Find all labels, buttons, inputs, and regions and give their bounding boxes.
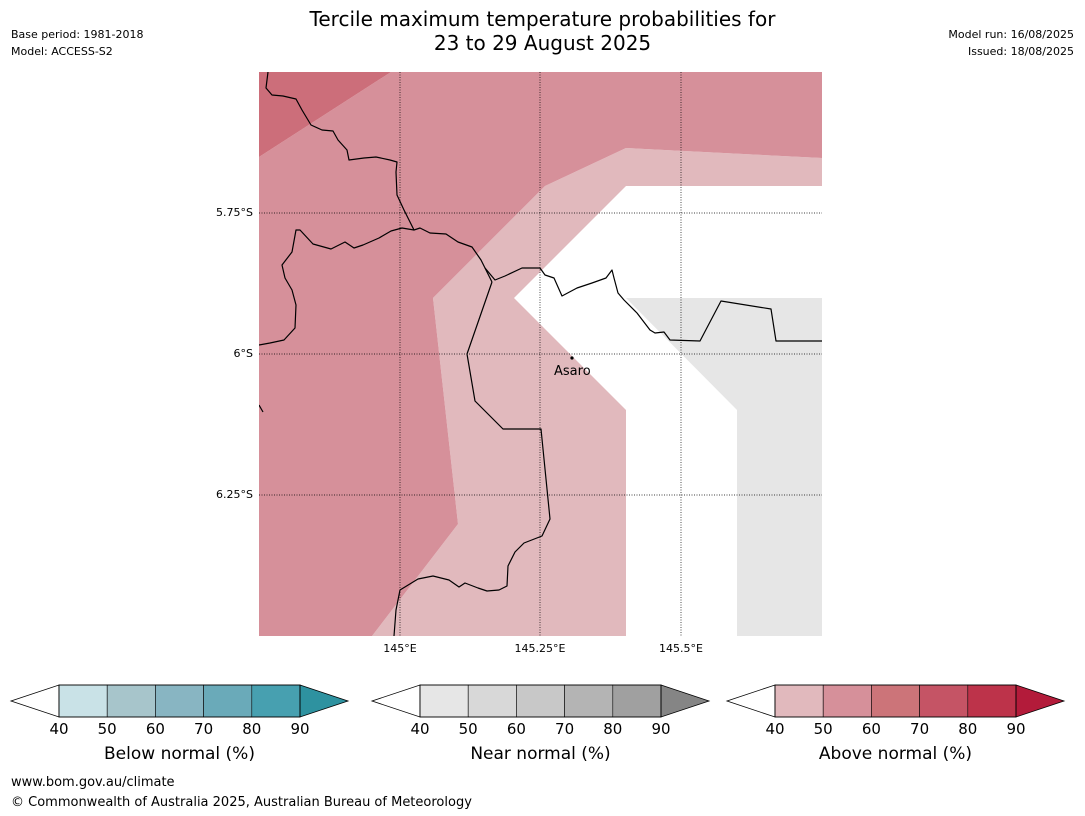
below-normal-colorbar-low-arrow [9,684,60,718]
lon-label-2: 145.25°E [514,642,566,655]
above-normal-tick-label: 70 [910,720,930,738]
near-normal-colorbar-outline [419,684,662,718]
above-normal-60-70-region [259,72,391,157]
map-title-line-1: Tercile maximum temperature probabilitie… [309,7,776,31]
below-normal-tick-label: 90 [290,720,310,738]
below-normal-tick-label: 70 [194,720,214,738]
map-gridlines [259,72,822,636]
footer-url[interactable]: www.bom.gov.au/climate [11,775,175,790]
above-normal-colorbar-segment [822,684,872,718]
near-normal-tick-label: 40 [410,720,430,738]
map-title-line-2: 23 to 29 August 2025 [433,31,652,55]
province-boundaries [259,72,822,636]
below-normal-tick-label: 40 [49,720,69,738]
below-normal-colorbar-title: Below normal (%) [104,744,255,764]
above-normal-colorbar-segment [871,684,920,718]
above-normal-colorbar-segment [919,684,969,718]
below-normal-colorbar-segment [106,684,156,718]
boundary-west [259,227,415,346]
lon-label-1: 145°E [383,642,417,655]
footer-copyright: © Commonwealth of Australia 2025, Austra… [11,795,472,810]
below-normal-colorbar-segment [251,684,301,718]
boundary-fragment [259,404,264,413]
boundary-south [393,281,551,636]
near-normal-colorbar-segment [419,684,469,718]
above-normal-colorbar-outline [774,684,1017,718]
near-normal-tick-label: 60 [506,720,526,738]
below-normal-colorbar-high-arrow [299,684,350,718]
boundary-upper [265,72,493,283]
asaro-marker [570,356,574,360]
above-normal-tick-label: 80 [958,720,978,738]
above-normal-colorbar-low-arrow [725,684,776,718]
above-normal-colorbar-segment [967,684,1017,718]
above-normal-40-50-region [372,148,822,636]
near-normal-colorbar-low-arrow [370,684,421,718]
near-normal-tick-label: 90 [651,720,671,738]
meta-left: Base period: 1981-2018 Model: ACCESS-S2 [11,26,143,60]
near-normal-tick-label: 50 [458,720,478,738]
near-normal-colorbar-segment [612,684,662,718]
below-normal-colorbar-segment [58,684,108,718]
place-label-asaro: Asaro [554,364,591,379]
near-normal-tick-label: 80 [603,720,623,738]
near-normal-colorbar-segment [467,684,517,718]
above-normal-colorbar-title: Above normal (%) [818,744,973,764]
below-normal-tick-label: 80 [242,720,262,738]
below-normal-colorbar-segment [203,684,253,718]
base-period-text: Base period: 1981-2018 [11,28,144,41]
near-normal-colorbar-segment [564,684,614,718]
map-title: Tercile maximum temperature probabilitie… [0,7,1085,55]
near-normal-colorbar-segment [516,684,565,718]
near-normal-tick-label: 70 [555,720,575,738]
above-normal-tick-label: 90 [1006,720,1026,738]
near-normal-region [626,298,822,636]
model-run-text: Model run: 16/08/2025 [948,28,1074,41]
below-normal-colorbar-segment [155,684,204,718]
issued-text: Issued: 18/08/2025 [967,45,1074,58]
lat-label-3: 6.25°S [216,488,253,501]
lat-label-2: 6°S [233,347,253,360]
below-normal-tick-label: 50 [97,720,117,738]
above-normal-tick-label: 50 [813,720,833,738]
above-normal-colorbar-high-arrow [1015,684,1066,718]
above-normal-colorbar-segment [774,684,824,718]
meta-right: Model run: 16/08/2025 Issued: 18/08/2025 [948,26,1074,60]
lon-label-3: 145.5°E [659,642,703,655]
above-normal-tick-label: 60 [861,720,881,738]
model-text: Model: ACCESS-S2 [11,45,113,58]
boundary-east [484,267,822,342]
below-normal-tick-label: 60 [145,720,165,738]
below-normal-colorbar-outline [58,684,301,718]
near-normal-colorbar-high-arrow [660,684,711,718]
lat-label-1: 5.75°S [216,206,253,219]
above-normal-tick-label: 40 [765,720,785,738]
near-normal-colorbar-title: Near normal (%) [470,744,611,764]
